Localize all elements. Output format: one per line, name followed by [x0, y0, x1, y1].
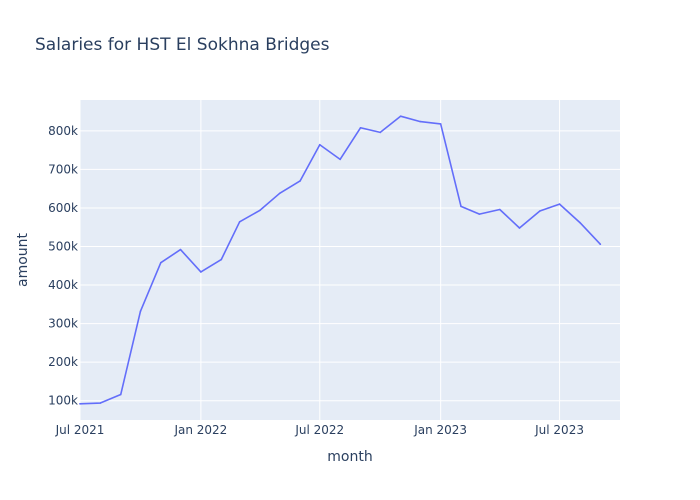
data-point — [460, 205, 462, 208]
x-gridlines — [79, 100, 561, 420]
y-tick-label: 400k — [48, 278, 78, 292]
data-point — [478, 213, 481, 215]
x-tick-label: Jul 2023 — [534, 423, 584, 437]
y-tick-label: 500k — [48, 240, 78, 254]
y-tick-label: 300k — [48, 317, 78, 331]
y-tick-label: 600k — [48, 201, 78, 215]
x-tick-label: Jul 2021 — [55, 423, 105, 437]
data-point — [299, 180, 301, 182]
data-point — [318, 143, 321, 146]
x-axis-title: month — [327, 449, 372, 465]
y-tick-label: 100k — [48, 394, 78, 408]
data-point — [579, 221, 581, 224]
y-tick-label: 700k — [48, 162, 78, 176]
data-point — [200, 271, 202, 273]
plot-area — [80, 100, 620, 420]
data-point — [599, 243, 602, 245]
data-point — [160, 261, 162, 264]
x-tick-label: Jul 2022 — [294, 423, 344, 437]
data-point — [99, 402, 102, 404]
y-axis-title: amount — [15, 232, 31, 287]
data-point — [558, 203, 561, 205]
x-tick-label: Jan 2023 — [413, 423, 467, 437]
y-tick-label: 800k — [48, 124, 78, 138]
data-point — [139, 310, 142, 313]
data-point — [439, 123, 442, 125]
data-point — [419, 120, 422, 123]
data-point — [79, 403, 81, 405]
data-point — [539, 210, 541, 212]
data-point — [278, 192, 281, 195]
data-point — [238, 221, 241, 223]
data-point — [518, 227, 521, 229]
data-point — [399, 115, 402, 117]
x-tick-labels: Jul 2021 Jan 2022 Jul 2022 Jan 2023 Jul 2023 — [55, 423, 584, 437]
data-point — [220, 258, 223, 261]
data-point — [119, 393, 122, 396]
data-point — [259, 209, 261, 212]
y-tick-labels: 100k 200k 300k 400k 500k 600k 700k 800k — [48, 124, 78, 408]
data-point — [339, 158, 341, 161]
data-point — [498, 208, 501, 211]
x-tick-label: Jan 2022 — [173, 423, 227, 437]
y-gridlines — [80, 130, 620, 402]
data-point — [359, 126, 362, 129]
data-point — [379, 131, 382, 134]
data-point — [179, 248, 182, 251]
chart-title: Salaries for HST El Sokhna Bridges — [35, 35, 330, 55]
y-tick-label: 200k — [48, 355, 78, 369]
series-layer — [79, 115, 602, 405]
